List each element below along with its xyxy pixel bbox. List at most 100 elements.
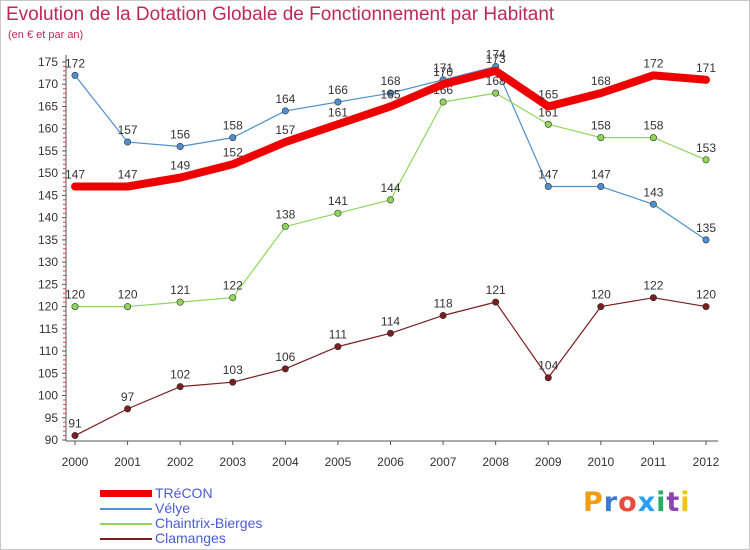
y-tick-label: 175 <box>38 55 58 69</box>
y-tick-label: 155 <box>38 144 58 158</box>
y-tick-label: 160 <box>38 122 58 136</box>
data-point <box>281 107 289 115</box>
data-label: 120 <box>591 288 611 302</box>
data-label: 149 <box>170 159 190 173</box>
data-label: 164 <box>275 92 295 106</box>
data-label: 141 <box>328 194 348 208</box>
data-label: 147 <box>591 168 611 182</box>
y-tick-label: 170 <box>38 77 58 91</box>
data-point <box>281 365 289 373</box>
legend-swatch <box>100 508 152 510</box>
logo-letter: r <box>603 487 619 518</box>
data-point <box>492 89 500 97</box>
data-point <box>649 134 657 142</box>
data-label: 161 <box>328 105 348 119</box>
data-label: 158 <box>591 119 611 133</box>
logo-letter: P <box>583 487 604 518</box>
data-label: 114 <box>381 314 400 328</box>
data-label: 102 <box>170 368 190 382</box>
x-tick-label: 2011 <box>641 455 667 469</box>
data-label: 147 <box>118 168 138 182</box>
y-tick-label: 105 <box>38 366 58 380</box>
data-label: 120 <box>696 288 716 302</box>
data-point <box>702 156 710 164</box>
x-tick-label: 2008 <box>482 455 509 469</box>
data-point <box>229 134 237 142</box>
data-label: 118 <box>434 296 453 310</box>
logo-letter: t <box>666 487 681 518</box>
x-tick-label: 2010 <box>587 455 614 469</box>
logo-letter: i <box>680 487 691 518</box>
x-tick-label: 2007 <box>430 455 457 469</box>
data-label: 147 <box>538 168 558 182</box>
data-label: 122 <box>643 279 663 293</box>
data-point <box>124 303 132 311</box>
data-label: 122 <box>223 279 243 293</box>
data-point <box>176 383 184 391</box>
data-point <box>71 432 79 440</box>
x-tick-label: 2004 <box>272 455 299 469</box>
data-point <box>597 134 605 142</box>
data-label: 120 <box>118 288 138 302</box>
logo-letter: x <box>637 487 657 518</box>
data-label: 138 <box>275 208 295 222</box>
data-point <box>229 378 237 386</box>
data-label: 120 <box>65 288 85 302</box>
legend-label: Vélye <box>155 500 191 516</box>
logo-letter: o <box>618 487 638 518</box>
legend-label: Chaintrix-Bierges <box>155 515 263 531</box>
data-point <box>492 298 500 306</box>
data-point <box>386 89 394 97</box>
legend-swatch <box>100 538 152 540</box>
data-point <box>386 196 394 204</box>
data-label: 135 <box>696 221 716 235</box>
y-tick-label: 135 <box>38 233 58 247</box>
data-label: 121 <box>486 283 506 297</box>
y-tick-label: 100 <box>38 389 58 403</box>
data-point <box>124 138 132 146</box>
data-label: 168 <box>380 74 400 88</box>
data-label: 103 <box>223 363 243 377</box>
x-tick-label: 2001 <box>114 455 141 469</box>
x-tick-label: 2000 <box>62 455 89 469</box>
chart-subtitle: (en € et par an) <box>8 29 84 41</box>
data-label: 97 <box>121 390 135 404</box>
data-label: 158 <box>643 119 663 133</box>
data-label: 111 <box>329 328 348 342</box>
x-tick-label: 2006 <box>377 455 404 469</box>
data-label: 121 <box>170 283 190 297</box>
data-point <box>124 405 132 413</box>
data-point <box>649 200 657 208</box>
y-tick-label: 165 <box>38 99 58 113</box>
x-tick-label: 2003 <box>219 455 246 469</box>
data-label: 152 <box>223 145 243 159</box>
data-point <box>71 303 79 311</box>
y-tick-label: 145 <box>38 188 58 202</box>
proxiti-logo: Proxiti <box>583 487 691 518</box>
legend-swatch <box>100 523 152 525</box>
data-label: 172 <box>65 56 85 70</box>
data-point <box>176 298 184 306</box>
data-label: 166 <box>328 83 348 97</box>
legend-label: Clamanges <box>155 530 226 546</box>
data-label: 153 <box>696 141 716 155</box>
series-line-3 <box>71 66 710 191</box>
y-tick-label: 90 <box>45 433 59 447</box>
x-tick-label: 2002 <box>167 455 194 469</box>
data-label: 147 <box>65 168 85 182</box>
data-point <box>544 374 552 382</box>
data-point <box>334 343 342 351</box>
data-point <box>439 98 447 106</box>
data-point <box>229 294 237 302</box>
data-point <box>544 120 552 128</box>
data-label: 171 <box>696 61 716 75</box>
data-label: 170 <box>433 65 453 79</box>
y-tick-label: 150 <box>38 166 58 180</box>
x-tick-label: 2005 <box>325 455 352 469</box>
data-point <box>386 329 394 337</box>
data-point <box>334 98 342 106</box>
y-tick-label: 95 <box>45 411 59 425</box>
data-label: 91 <box>68 417 82 431</box>
